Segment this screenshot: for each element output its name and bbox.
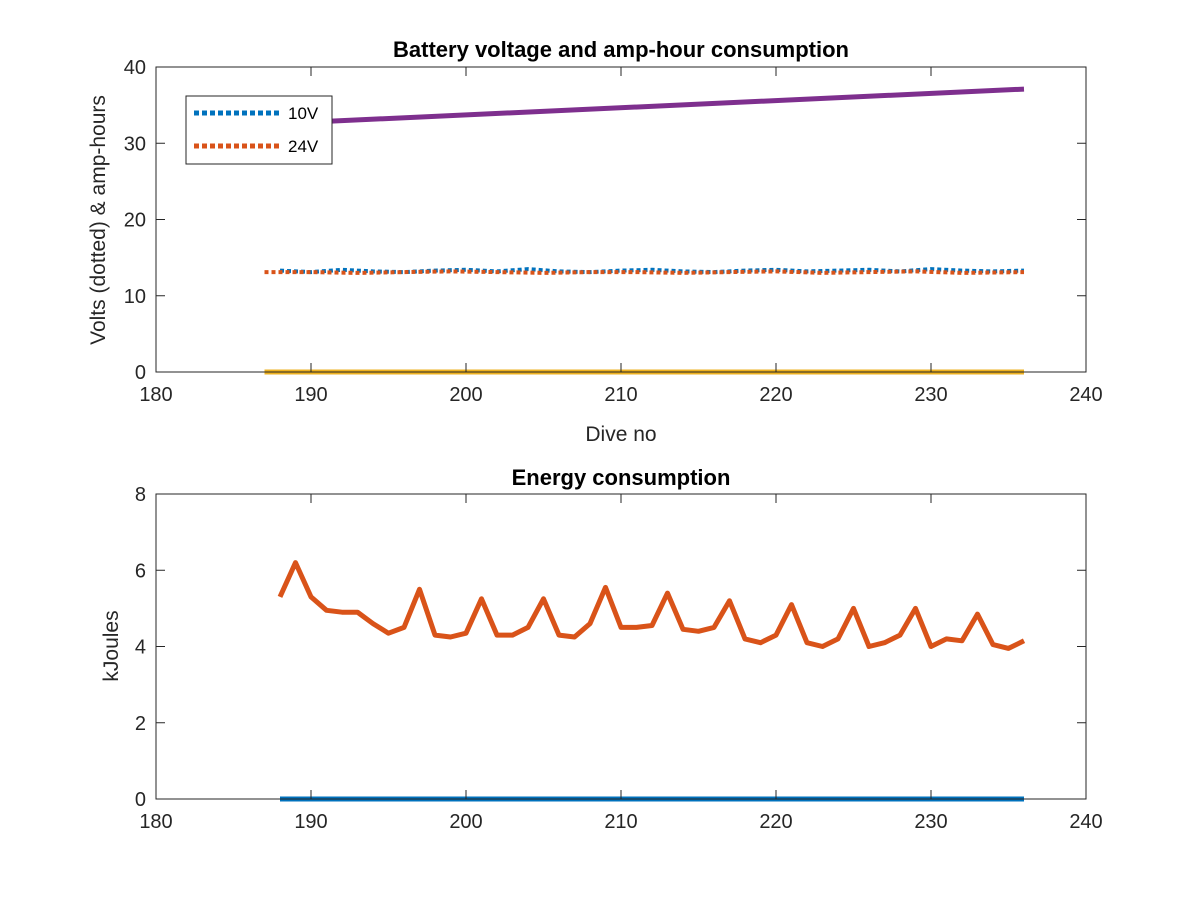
- bottom-x-tick-label: 240: [1069, 811, 1102, 833]
- top-chart-title: Battery voltage and amp-hour consumption: [393, 37, 849, 62]
- top-y-tick-label: 10: [124, 286, 146, 308]
- top-x-tick-label: 200: [449, 384, 482, 406]
- top-series-10v: [279, 267, 1025, 275]
- bottom-chart-title: Energy consumption: [512, 465, 731, 490]
- bottom-axes-box: [155, 493, 1087, 800]
- top-axes: 180 190 200 210 220 230 240 0 10 20 30 40 Battery v…: [87, 37, 1103, 446]
- legend: 10V 24V: [185, 95, 333, 165]
- bottom-ticks: 180 190 200 210 220 230 240 0 2 4 6 8: [135, 484, 1103, 833]
- bottom-x-tick-label: 200: [449, 811, 482, 833]
- bottom-y-tick-label: 2: [135, 713, 146, 735]
- top-x-tick-label: 190: [294, 384, 327, 406]
- top-plot-lines: [264, 86, 1025, 375]
- bottom-x-tick-label: 190: [294, 811, 327, 833]
- bottom-x-tick-label: 230: [914, 811, 947, 833]
- top-y-tick-label: 0: [135, 362, 146, 384]
- top-ticks: 180 190 200 210 220 230 240 0 10 20 30 40: [124, 57, 1103, 406]
- legend-label-24v: 24V: [288, 137, 319, 156]
- bottom-y-tick-label: 0: [135, 789, 146, 811]
- legend-label-10v: 10V: [288, 104, 319, 123]
- top-x-tick-label: 180: [139, 384, 172, 406]
- bottom-x-tick-label: 210: [604, 811, 637, 833]
- bottom-plot-lines: [277, 560, 1026, 802]
- bottom-x-tick-label: 220: [759, 811, 792, 833]
- bottom-x-tick-label: 180: [139, 811, 172, 833]
- bottom-y-tick-label: 4: [135, 637, 146, 659]
- bottom-y-tick-label: 6: [135, 560, 146, 582]
- top-series-line-3: [264, 86, 1025, 127]
- bottom-axes: 180 190 200 210 220 230 240 0 2 4 6 8 Energy consum…: [100, 465, 1103, 833]
- top-y-tick-label: 40: [124, 57, 146, 79]
- top-series-24v: [264, 269, 1025, 275]
- top-x-axis-label: Dive no: [585, 423, 656, 446]
- top-x-tick-label: 240: [1069, 384, 1102, 406]
- bottom-y-axis-label: kJoules: [100, 610, 123, 681]
- top-x-tick-label: 210: [604, 384, 637, 406]
- legend-box: [185, 95, 333, 165]
- top-y-axis-label: Volts (dotted) & amp-hours: [87, 95, 110, 345]
- top-y-tick-label: 30: [124, 133, 146, 155]
- top-x-tick-label: 230: [914, 384, 947, 406]
- top-y-tick-label: 20: [124, 210, 146, 232]
- bottom-series-line-0: [277, 560, 1026, 651]
- bottom-y-tick-label: 8: [135, 484, 146, 506]
- top-x-tick-label: 220: [759, 384, 792, 406]
